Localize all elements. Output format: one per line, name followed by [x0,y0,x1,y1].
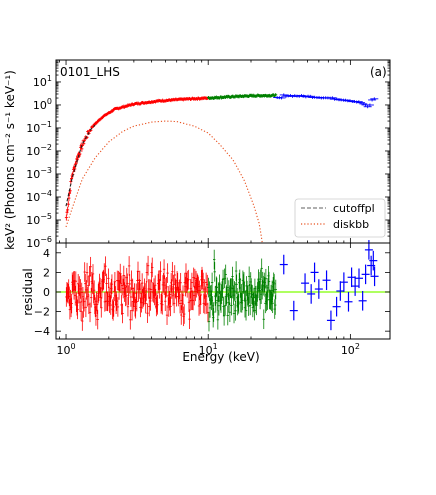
panel-tag: (a) [370,65,387,79]
y-tick-label: 10−5 [26,212,52,227]
res-y-tick-label: 2 [43,266,50,279]
res-y-tick-label: 4 [43,247,50,260]
spectrum-panel: 10−6 10−5 10−4 10−3 10−2 10−1 100 101 cutoffpl di… [26,59,391,250]
residual-series-0 [65,255,210,331]
res-y-tick-label: −4 [34,325,50,338]
legend-label-cutoffpl: cutoffpl [333,202,375,215]
top-series-1 [206,93,278,101]
y-tick-label: 10−4 [26,189,52,204]
legend-label-diskbb: diskbb [333,218,369,231]
legend-box [294,198,386,238]
residual-y-axis-label: residual [21,268,35,316]
observation-label: 0101_LHS [60,65,120,79]
residual-series-2 [279,240,379,331]
y-tick-label: 101 [33,74,52,89]
residual-frame [55,242,391,340]
top-series-2 [273,93,379,109]
cutoffpl-model-line [65,124,96,207]
x-tick-label: 101 [199,342,218,357]
res-y-tick-label: 0 [43,286,50,299]
y-tick-label: 10−1 [26,120,52,135]
residual-series-1 [207,249,277,332]
x-tick-label: 102 [341,342,360,357]
y-tick-label: 10−6 [26,235,52,250]
y-tick-label: 100 [33,97,52,112]
diskbb-model-line [65,120,263,244]
legend: cutoffpl diskbb [294,198,386,238]
residual-panel: −4 −2 0 2 4 100 101 102 [34,240,391,357]
y-tick-label: 10−3 [26,166,52,181]
y-tick-label: 10−2 [26,143,52,158]
x-axis-label: Energy (keV) [182,350,259,364]
top-y-axis-label: keV² (Photons cm⁻² s⁻¹ keV⁻¹) [3,70,17,250]
x-tick-label: 100 [56,342,75,357]
res-y-tick-label: −2 [34,306,50,319]
